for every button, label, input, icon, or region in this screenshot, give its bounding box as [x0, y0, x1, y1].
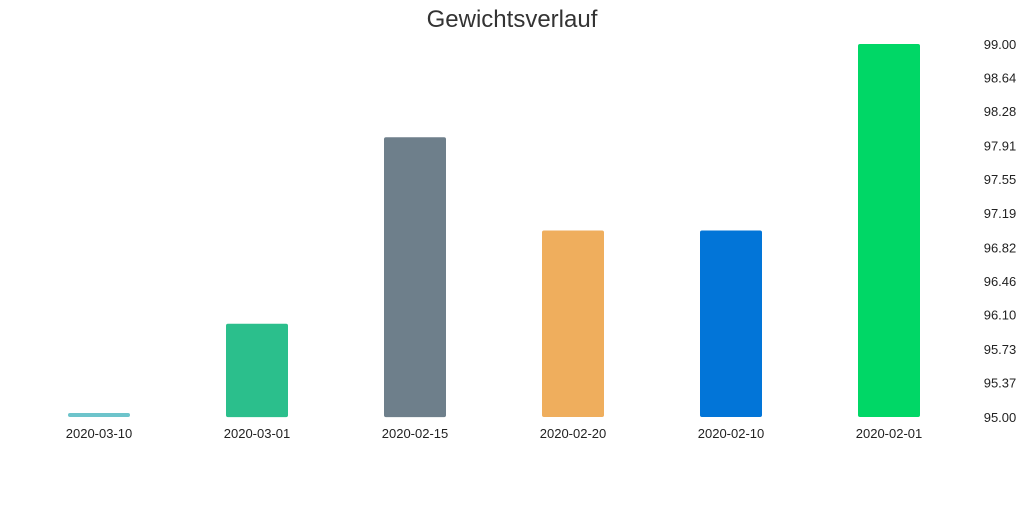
x-tick-label: 2020-03-10 — [66, 426, 133, 441]
y-tick-label: 96.82 — [984, 240, 1017, 255]
y-tick-label: 96.10 — [984, 307, 1017, 322]
y-axis: 95.00 95.37 95.73 96.10 96.46 96.82 97.19 97.55… — [984, 37, 1017, 425]
bar-2020-02-15 — [384, 137, 446, 418]
y-tick-label: 99.00 — [984, 37, 1017, 52]
y-tick-label: 98.28 — [984, 104, 1017, 119]
y-tick-label: 95.00 — [984, 410, 1017, 425]
x-tick-label: 2020-03-01 — [224, 426, 291, 441]
x-tick-label: 2020-02-15 — [382, 426, 449, 441]
bar-2020-02-01 — [858, 44, 920, 417]
x-tick-label: 2020-02-10 — [698, 426, 765, 441]
bars-group — [68, 44, 920, 418]
y-tick-label: 97.91 — [984, 139, 1017, 154]
x-tick-label: 2020-02-20 — [540, 426, 607, 441]
y-tick-label: 97.55 — [984, 172, 1017, 187]
bar-2020-03-01 — [226, 323, 288, 418]
x-axis: 2020-03-10 2020-03-01 2020-02-15 2020-02-20… — [66, 426, 923, 441]
y-tick-label: 95.37 — [984, 376, 1017, 391]
bar-2020-02-10 — [700, 230, 762, 417]
y-tick-label: 97.19 — [984, 206, 1017, 221]
y-tick-label: 95.73 — [984, 342, 1017, 357]
bar-2020-02-20 — [542, 230, 604, 417]
y-tick-label: 96.46 — [984, 274, 1017, 289]
x-tick-label: 2020-02-01 — [856, 426, 923, 441]
chart-title: Gewichtsverlauf — [426, 6, 598, 33]
bar-2020-03-10 — [68, 413, 130, 417]
y-tick-label: 98.64 — [984, 71, 1017, 86]
